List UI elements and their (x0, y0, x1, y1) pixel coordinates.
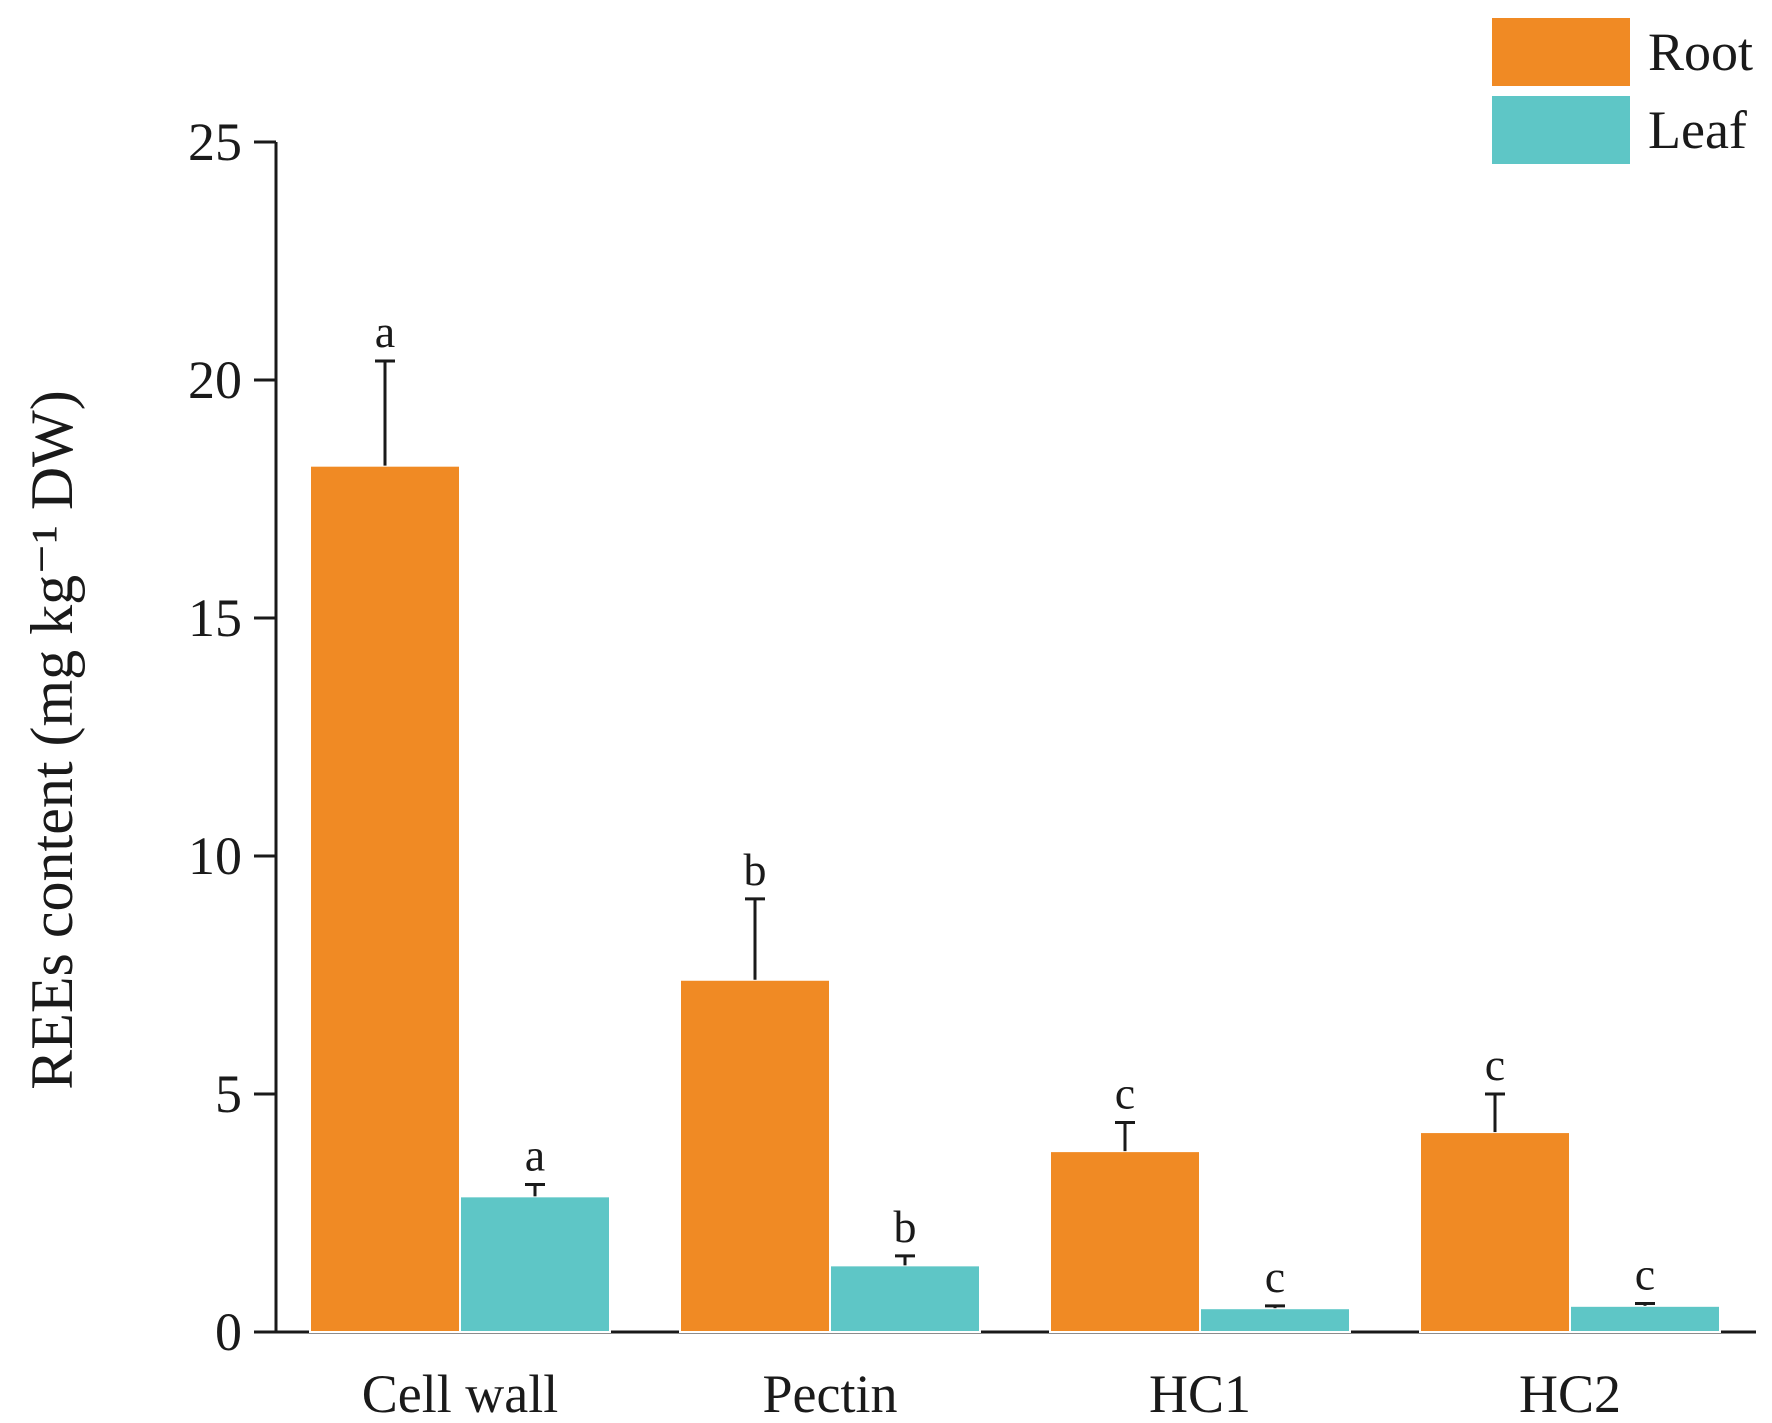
significance-letter: c (1485, 1039, 1505, 1090)
x-tick-label: Pectin (763, 1364, 898, 1423)
error-bars (375, 359, 1655, 1309)
significance-letter: c (1115, 1068, 1135, 1119)
bar-root (1049, 1150, 1201, 1333)
bar-leaf (1569, 1304, 1721, 1333)
significance-letter: a (525, 1129, 545, 1180)
y-tick-label: 0 (215, 1302, 242, 1362)
y-tick-label: 15 (188, 588, 242, 648)
x-tick-label: HC1 (1149, 1364, 1251, 1423)
x-tick-label: HC2 (1519, 1364, 1621, 1423)
significance-letter: b (744, 844, 767, 895)
significance-letter: a (375, 306, 395, 357)
bars (309, 464, 1721, 1333)
y-axis-label: REEs content (mg kg⁻¹ DW) (19, 390, 85, 1090)
axes: 0 5 10 15 20 25 (188, 112, 1756, 1362)
legend-label-root: Root (1648, 22, 1753, 82)
bar-root (679, 978, 831, 1333)
significance-letter: b (894, 1201, 917, 1252)
y-tick-label: 5 (215, 1064, 242, 1124)
significance-labels: a a b b c c c c (375, 306, 1655, 1302)
category-labels: Cell wall Pectin HC1 HC2 (362, 1364, 1621, 1423)
bar-leaf (829, 1264, 981, 1333)
bar-leaf (1199, 1307, 1351, 1333)
bar-root (309, 464, 461, 1333)
bar-leaf (459, 1195, 611, 1333)
legend-swatch-root (1492, 18, 1630, 86)
significance-letter: c (1635, 1248, 1655, 1299)
y-tick-label: 20 (188, 350, 242, 410)
y-tick-label: 10 (188, 826, 242, 886)
x-tick-label: Cell wall (362, 1364, 558, 1423)
bar-root (1419, 1131, 1571, 1333)
legend-label-leaf: Leaf (1648, 100, 1747, 160)
legend: Root Leaf (1492, 18, 1753, 164)
legend-swatch-leaf (1492, 96, 1630, 164)
significance-letter: c (1265, 1251, 1285, 1302)
y-tick-label: 25 (188, 112, 242, 172)
